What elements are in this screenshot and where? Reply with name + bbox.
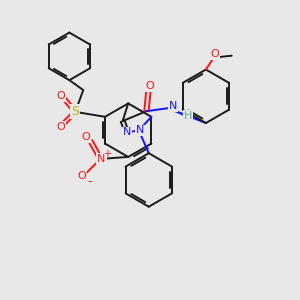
Text: O: O (56, 91, 65, 101)
Text: H: H (184, 111, 192, 121)
Text: -: - (87, 175, 92, 188)
Text: O: O (77, 171, 86, 181)
Text: O: O (56, 122, 65, 132)
Text: N: N (97, 154, 106, 164)
Text: S: S (71, 105, 79, 119)
Text: O: O (81, 132, 90, 142)
Text: N: N (123, 128, 131, 137)
Text: +: + (103, 149, 111, 159)
Text: O: O (210, 49, 219, 59)
Text: N: N (169, 101, 177, 111)
Text: O: O (145, 81, 154, 92)
Text: N: N (136, 125, 144, 135)
